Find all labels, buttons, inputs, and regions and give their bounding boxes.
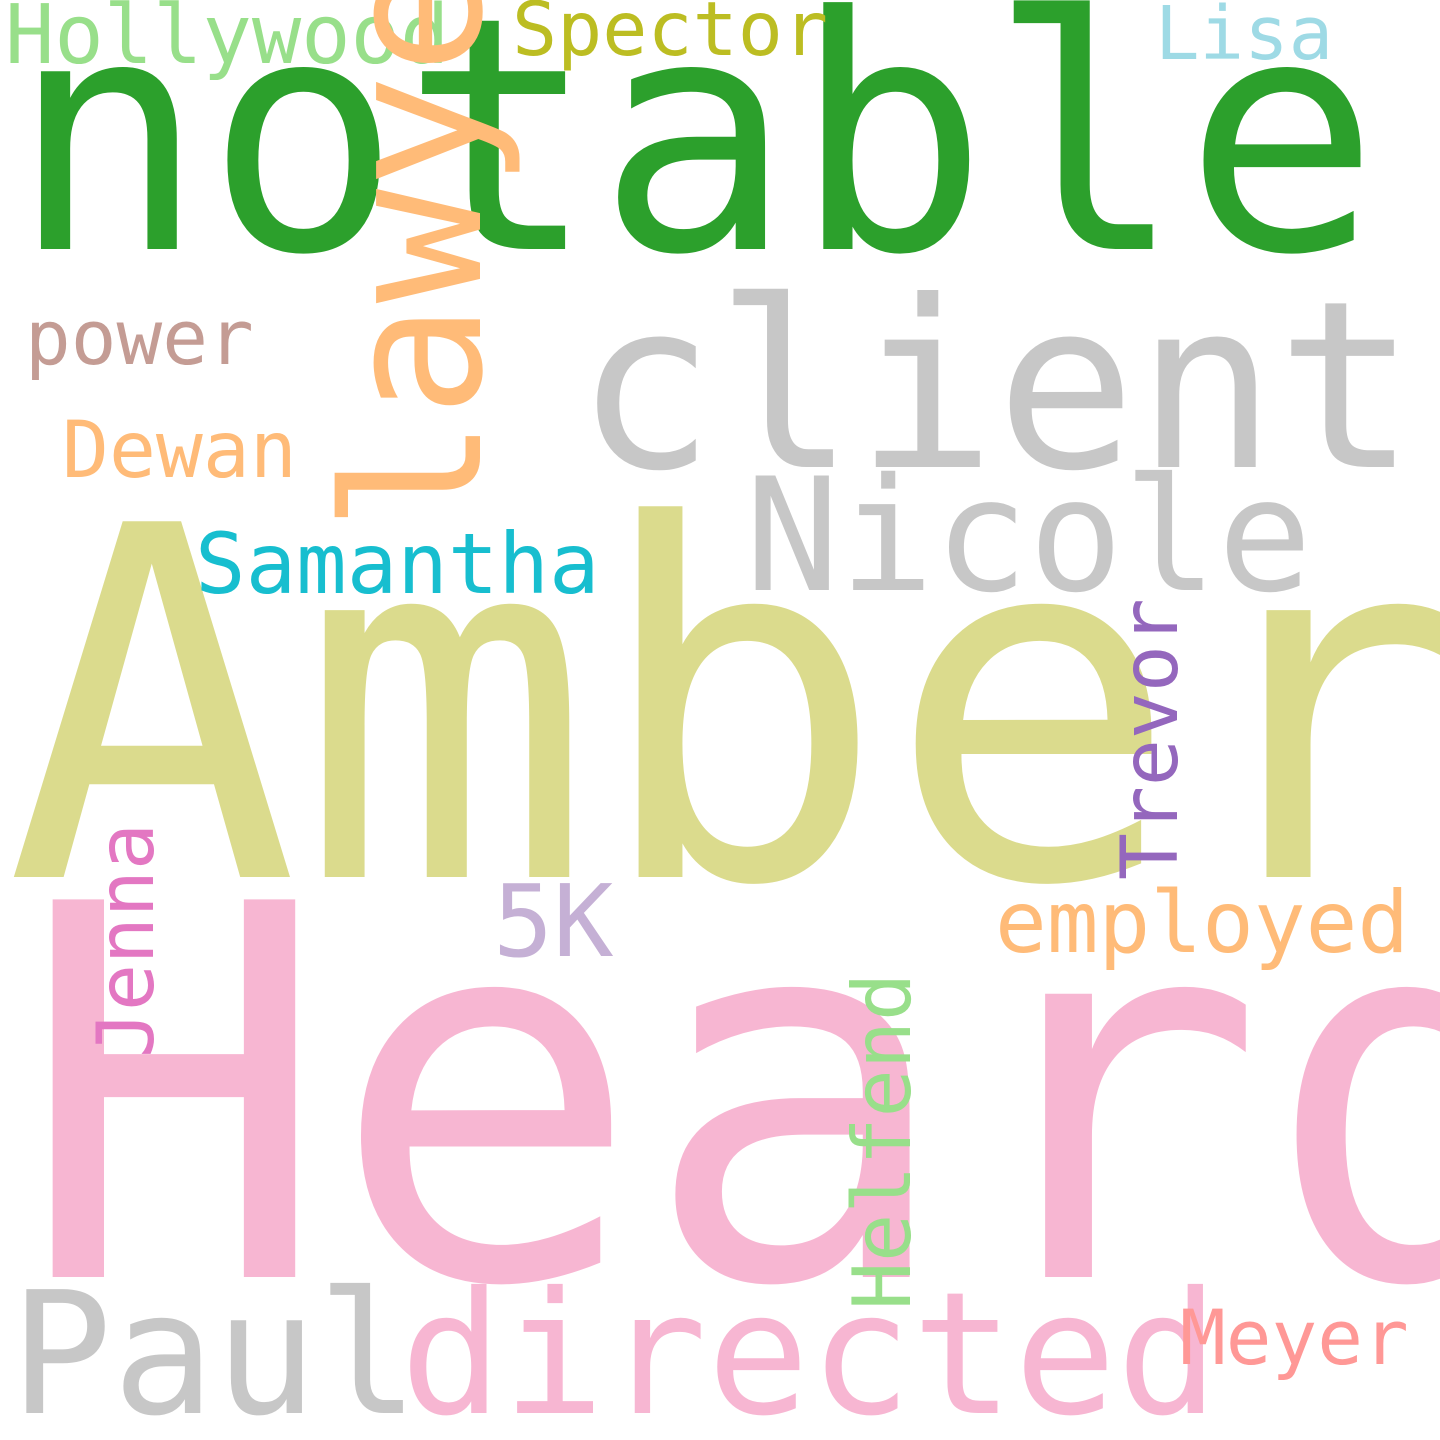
word-hollywood: Hollywood (5, 0, 450, 83)
word-client: client (575, 251, 1417, 522)
word-power: power (25, 293, 254, 382)
word-5k: lawyers (304, 0, 525, 532)
word-directed: directed (400, 1256, 1219, 1440)
word-meyer: Meyer (1180, 1293, 1409, 1382)
word-samantha: Samantha (195, 515, 600, 613)
word-helfend: Helfend (836, 972, 929, 1310)
word-dewan: Dewan (62, 406, 297, 496)
word-lawyers: employed (995, 873, 1410, 973)
word-spector: Spector (512, 0, 829, 73)
word-trevor: Trevor (1106, 598, 1196, 880)
word-notable: notable (10, 0, 1380, 326)
word-lisa: Lisa (1155, 0, 1334, 77)
word-paul: Paul (10, 1256, 420, 1440)
word-nicole: Nicole (745, 445, 1313, 628)
word-amber: Amber (5, 425, 1440, 993)
word-jenna: Jenna (82, 823, 172, 1058)
word-heard: Heard (18, 797, 1440, 1400)
word-employed: 5K (493, 863, 614, 980)
